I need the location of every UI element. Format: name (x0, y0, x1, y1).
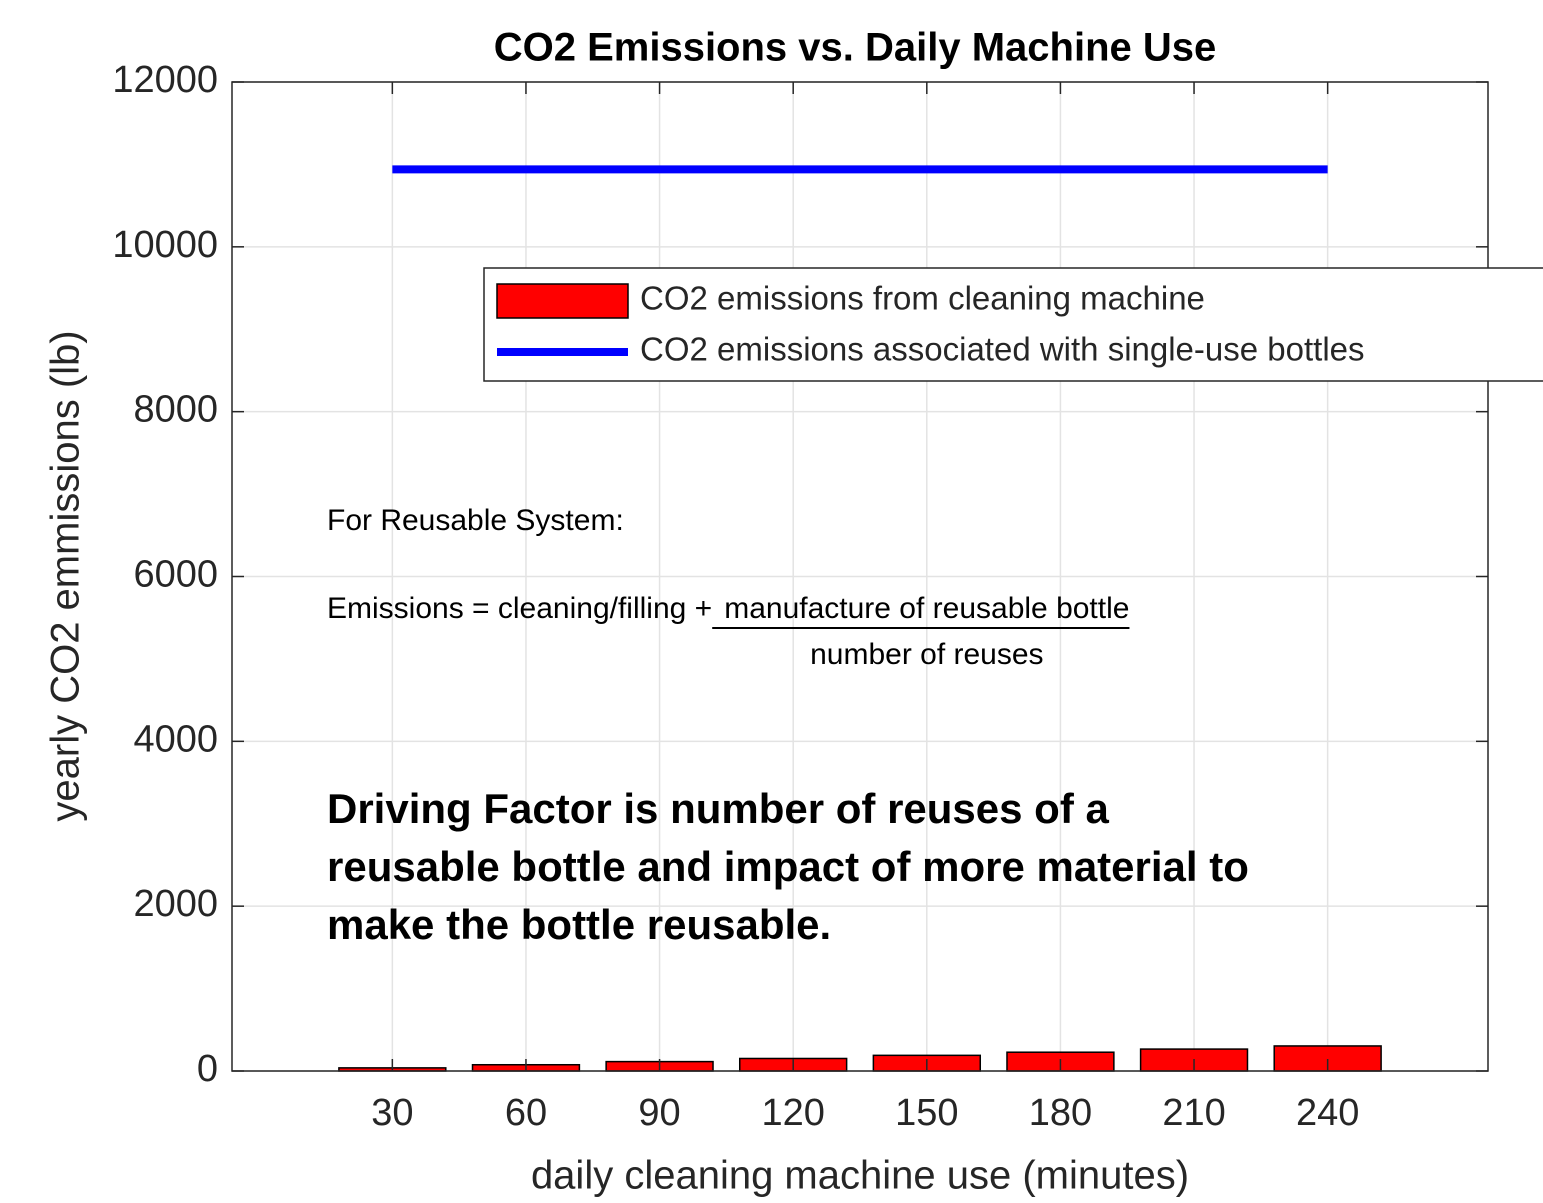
axes-box (231, 81, 1489, 1072)
y-tick-label: 10000 (112, 224, 218, 266)
legend: CO2 emissions from cleaning machine CO2 e… (483, 267, 1543, 382)
x-tick-label: 210 (1162, 1092, 1225, 1134)
annotation: manufacture of reusable bottle (724, 592, 1129, 625)
legend-swatch (496, 283, 629, 319)
x-tick-label: 150 (895, 1092, 958, 1134)
x-tick-label: 120 (761, 1092, 824, 1134)
chart-title: CO2 Emissions vs. Daily Machine Use (494, 26, 1217, 70)
y-tick-label: 6000 (133, 554, 218, 596)
annotation: make the bottle reusable. (327, 901, 831, 948)
annotation: Driving Factor is number of reuses of a (327, 785, 1109, 832)
x-tick-label: 30 (371, 1092, 413, 1134)
y-tick-label: 2000 (133, 883, 218, 925)
y-axis-label: yearly CO2 emmissions (lb) (44, 330, 88, 821)
legend-label: CO2 emissions from cleaning machine (640, 280, 1205, 317)
y-tick-label: 12000 (112, 59, 218, 101)
y-tick-label: 4000 (133, 718, 218, 760)
x-tick-label: 180 (1029, 1092, 1092, 1134)
x-tick-label: 240 (1296, 1092, 1359, 1134)
annotation: number of reuses (810, 638, 1043, 671)
y-tick-label: 8000 (133, 389, 218, 431)
legend-label: CO2 emissions associated with single-use… (640, 331, 1365, 368)
annotation: reusable bottle and impact of more mater… (327, 843, 1249, 890)
x-tick-label: 60 (505, 1092, 547, 1134)
annotation: Emissions = cleaning/filling + (327, 592, 712, 625)
x-tick-label: 90 (638, 1092, 680, 1134)
y-tick-label: 0 (197, 1048, 218, 1090)
legend-box (483, 267, 1543, 382)
annotation: For Reusable System: (327, 504, 624, 537)
x-axis-label: daily cleaning machine use (minutes) (531, 1154, 1189, 1198)
